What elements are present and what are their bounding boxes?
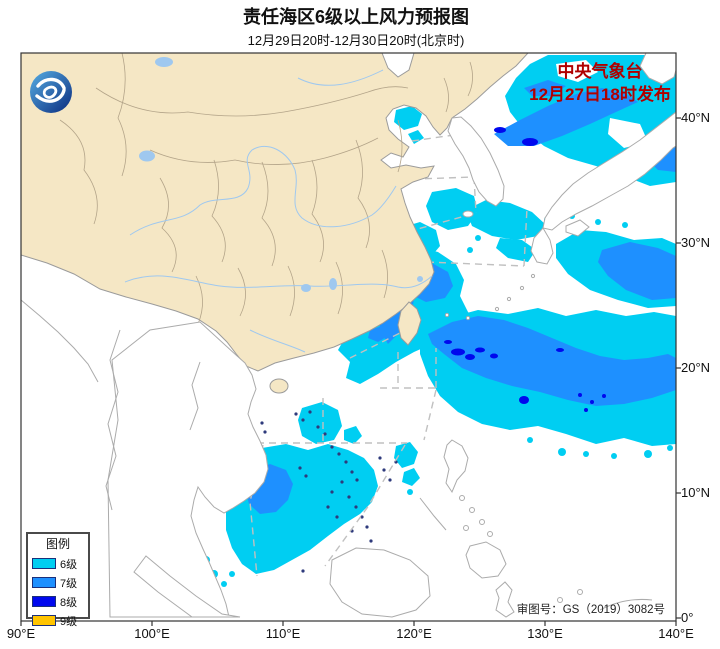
lon-label-130e: 130°E — [527, 626, 563, 641]
axis-ticks — [20, 117, 681, 626]
lakes — [139, 57, 423, 292]
legend-item-level6: 6级 — [28, 554, 88, 573]
page-title: 责任海区6级以上风力预报图 — [242, 7, 469, 27]
lon-label-120e: 120°E — [396, 626, 432, 641]
issuer-name: 中央气象台 — [557, 62, 643, 81]
issuer-stamp: 中央气象台 12月27日18时发布 — [505, 60, 695, 106]
level9-swatch-icon — [32, 615, 56, 626]
cma-logo-icon — [30, 71, 72, 113]
land-china — [21, 53, 529, 372]
wind-area-level8 — [444, 127, 606, 412]
legend-label: 9级 — [60, 615, 78, 628]
province-borders — [59, 53, 473, 325]
level8-swatch-icon — [32, 596, 56, 607]
lat-label-0: 0° — [681, 610, 694, 625]
legend-label: 8级 — [60, 596, 78, 609]
legend-item-level8: 8级 — [28, 592, 88, 611]
lon-label-110e: 110°E — [265, 626, 301, 641]
lon-label-140e: 140°E — [658, 626, 694, 641]
legend-item-level9: 9级 — [28, 611, 88, 630]
lat-label-30n: 30°N — [681, 235, 711, 250]
lat-label-10n: 10°N — [681, 485, 711, 500]
legend-item-level7: 7级 — [28, 573, 88, 592]
legend-label: 7级 — [60, 577, 78, 590]
foreign-coastlines — [21, 53, 676, 618]
level6-swatch-icon — [32, 558, 56, 569]
lon-label-100e: 100°E — [134, 626, 170, 641]
map-frame — [20, 52, 677, 622]
lat-label-20n: 20°N — [681, 360, 711, 375]
forecast-period: 12月29日20时-12月30日20时(北京时) — [247, 33, 465, 48]
lon-label-90e: 90°E — [6, 626, 36, 641]
lat-label-40n: 40°N — [681, 110, 711, 125]
sea-area-boundaries — [245, 132, 528, 577]
level7-swatch-icon — [32, 577, 56, 588]
map-approval-number: 审图号：GS（2019）3082号 — [516, 604, 665, 616]
legend-label: 6级 — [60, 558, 78, 571]
issue-time: 12月27日18时发布 — [529, 85, 671, 104]
legend-title: 图例 — [45, 537, 70, 551]
legend: 图例 6级 7级 8级 9级 — [26, 532, 90, 628]
land-taiwan-hainan — [269, 301, 422, 394]
